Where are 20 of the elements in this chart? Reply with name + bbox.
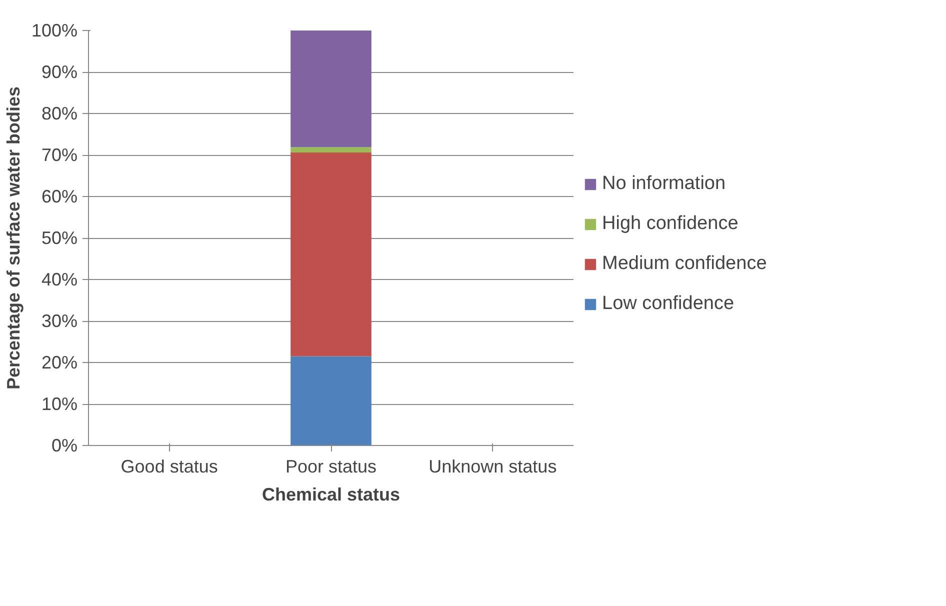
x-tick-label: Poor status [285, 456, 377, 476]
x-tick-label: Unknown status [428, 456, 557, 476]
y-tick-label: 30% [41, 311, 78, 331]
y-tick-label: 0% [51, 436, 78, 456]
x-axis-title: Chemical status [262, 484, 400, 504]
y-axis-title: Percentage of surface water bodies [3, 86, 24, 390]
y-tick-label: 100% [31, 20, 78, 40]
y-tick-label: 70% [41, 145, 78, 165]
y-tick-label: 50% [41, 228, 78, 248]
x-tick-label: Good status [120, 456, 218, 476]
y-tick-label: 20% [41, 352, 78, 372]
y-tick-label: 10% [41, 394, 78, 414]
legend-label: Medium confidence [602, 253, 767, 275]
legend-label: No information [602, 173, 726, 195]
y-tick-label: 40% [41, 270, 78, 290]
y-tick-label: 80% [41, 104, 78, 124]
legend-label: High confidence [602, 213, 738, 235]
legend-label: Low confidence [602, 293, 734, 315]
y-tick-label: 60% [41, 186, 78, 206]
y-tick-label: 90% [41, 62, 78, 82]
